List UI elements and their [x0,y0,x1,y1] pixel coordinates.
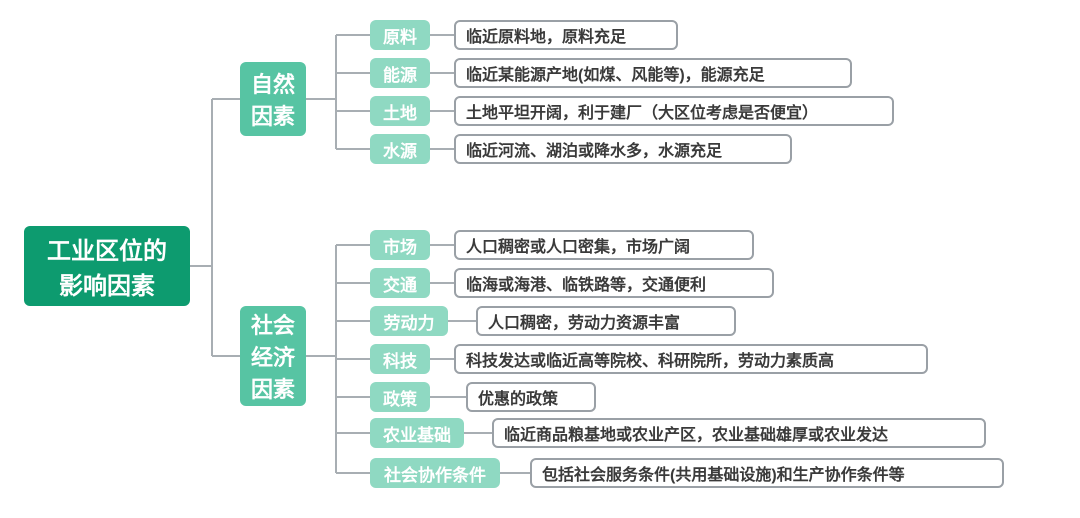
tag-node: 科技 [370,344,430,374]
desc-node: 临海或海港、临铁路等，交通便利 [454,268,774,298]
tag-node: 交通 [370,268,430,298]
desc-node: 人口稠密或人口密集，市场广阔 [454,230,754,260]
category-label-line: 社会 [251,308,295,340]
tag-node: 农业基础 [370,418,464,448]
desc-node: 临近某能源产地(如煤、风能等)，能源充足 [454,58,852,88]
root-line2: 影响因素 [47,266,167,301]
category-label-line: 因素 [251,99,295,131]
desc-node: 土地平坦开阔，利于建厂（大区位考虑是否便宜） [454,96,894,126]
category-label-line: 经济 [251,340,295,372]
tag-node: 社会协作条件 [370,458,500,488]
root-line1: 工业区位的 [47,231,167,266]
root-node: 工业区位的 影响因素 [24,226,190,306]
desc-node: 优惠的政策 [466,382,596,412]
tag-node: 劳动力 [370,306,448,336]
category-label-line: 因素 [251,372,295,404]
tag-node: 原料 [370,20,430,50]
tag-node: 水源 [370,134,430,164]
category-natural: 自然因素 [240,62,306,136]
desc-node: 临近商品粮基地或农业产区，农业基础雄厚或农业发达 [492,418,986,448]
tag-node: 政策 [370,382,430,412]
category-label-line: 自然 [251,67,295,99]
desc-node: 人口稠密，劳动力资源丰富 [476,306,736,336]
tag-node: 能源 [370,58,430,88]
category-socioeconomic: 社会经济因素 [240,306,306,406]
desc-node: 科技发达或临近高等院校、科研院所，劳动力素质高 [454,344,928,374]
desc-node: 临近河流、湖泊或降水多，水源充足 [454,134,792,164]
tag-node: 土地 [370,96,430,126]
desc-node: 临近原料地，原料充足 [454,20,678,50]
tag-node: 市场 [370,230,430,260]
desc-node: 包括社会服务条件(共用基础设施)和生产协作条件等 [530,458,1004,488]
